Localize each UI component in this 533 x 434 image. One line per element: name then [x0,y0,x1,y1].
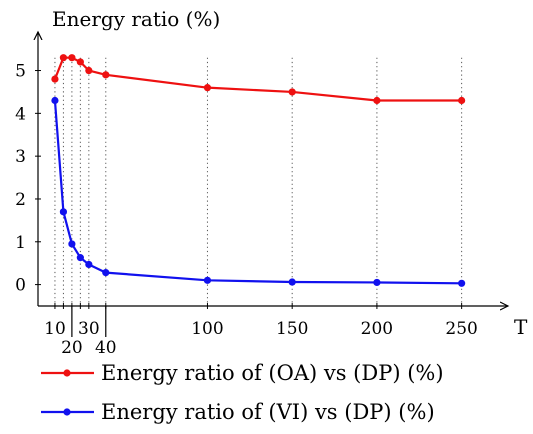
data-point-s0-9 [458,96,466,105]
data-point-s1-8 [373,278,381,287]
x-tick-label-200: 200 [361,319,393,339]
x-tick-label-250: 250 [445,319,477,339]
data-point-s1-4 [85,260,93,269]
y-axis-label: Energy ratio (%) [52,7,220,31]
data-point-s0-3 [76,58,84,66]
data-point-s0-4 [85,66,93,75]
data-point-s0-5 [102,71,110,79]
y-tick-label-4: 4 [15,104,26,124]
data-point-s1-3 [76,254,84,262]
data-point-s1-0 [51,96,59,105]
data-point-s1-9 [458,279,466,287]
data-point-s1-1 [59,208,68,216]
x-tick-label-20: 20 [61,338,83,358]
y-tick-label-3: 3 [15,147,26,167]
grid-lines [54,57,463,306]
series-line-1 [53,100,462,285]
legend: Energy ratio of (OA) vs (DP) (%) Energy r… [41,361,444,424]
data-point-s0-1 [59,54,68,62]
x-tick-label-30: 30 [78,319,100,339]
x-tick-label-150: 150 [276,319,308,339]
series-line-0 [53,56,462,102]
x-tick-label-100: 100 [191,319,223,339]
y-tick-label-2: 2 [15,190,26,210]
x-tick-label-10: 10 [44,319,66,339]
axes [38,32,508,306]
legend-label-1: Energy ratio of (VI) vs (DP) (%) [101,400,435,424]
data-point-s0-6 [203,84,212,92]
y-tick-label-5: 5 [15,62,26,82]
data-point-s1-7 [288,278,296,286]
y-tick-label-1: 1 [15,233,26,253]
data-point-s0-8 [373,96,381,105]
x-axis-label: T [514,315,528,339]
legend-label-0: Energy ratio of (OA) vs (DP) (%) [101,361,444,385]
data-point-s0-7 [288,88,296,96]
legend-marker-0 [63,369,71,377]
legend-marker-1 [63,408,71,416]
data-point-s0-2 [68,54,76,62]
data-point-s1-6 [203,276,212,284]
data-point-s1-5 [102,269,110,277]
data-point-s1-2 [68,240,76,248]
data-point-s0-0 [51,75,59,83]
y-tick-label-0: 0 [15,276,26,296]
series [51,54,466,287]
x-tick-label-40: 40 [95,338,117,358]
